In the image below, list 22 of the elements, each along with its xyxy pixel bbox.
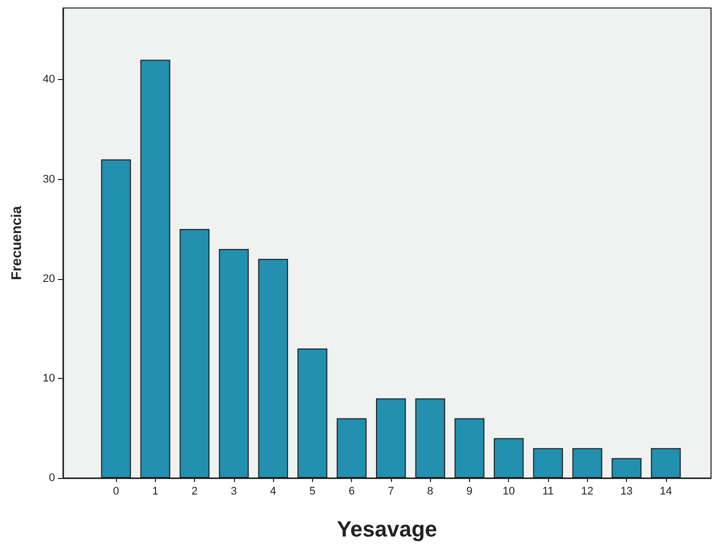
y-tick-label: 20 (42, 272, 55, 285)
y-tick-label: 10 (42, 372, 55, 384)
x-tick-label: 12 (581, 486, 594, 498)
y-tick-label: 40 (42, 74, 55, 86)
x-tick-label: 4 (270, 486, 276, 498)
x-tick-label: 10 (502, 486, 515, 498)
x-tick-label: 8 (427, 486, 434, 498)
x-tick-label: 1 (152, 486, 158, 498)
x-tick-label: 0 (112, 486, 120, 498)
x-tick-label: 2 (192, 486, 198, 498)
x-tick-label: 3 (230, 486, 237, 498)
x-tick-label: 14 (660, 486, 672, 498)
x-tick-label: 9 (466, 486, 473, 498)
x-tick-label: 5 (309, 486, 316, 498)
x-axis-title: Yesavage (336, 516, 438, 542)
x-tick-label: 6 (348, 486, 355, 498)
x-tick-label: 7 (388, 486, 394, 498)
y-tick-label: 0 (48, 472, 55, 484)
x-tick-label: 13 (620, 486, 633, 498)
y-tick-label: 30 (42, 173, 55, 186)
y-axis-title: Frecuencia (8, 206, 24, 280)
x-tick-label: 11 (542, 486, 554, 498)
